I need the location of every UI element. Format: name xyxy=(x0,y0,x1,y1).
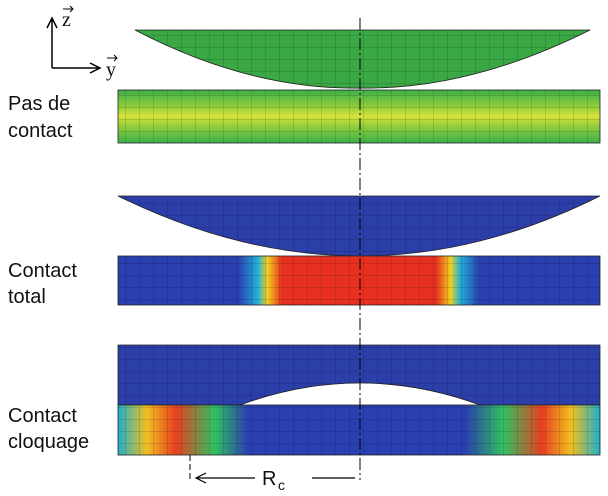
axes-icon: z y xyxy=(46,5,118,81)
panel-no-contact xyxy=(117,29,601,144)
dimension-symbol: R xyxy=(262,468,276,490)
axis-z: z xyxy=(62,9,71,31)
panel-total-contact xyxy=(117,195,601,306)
label: total xyxy=(8,286,46,308)
dimension-subscript: c xyxy=(278,477,285,493)
label: Pas de xyxy=(8,93,70,115)
panel-buckling-contact xyxy=(117,344,601,456)
label: contact xyxy=(8,120,73,142)
axis-y: y xyxy=(106,59,116,81)
dimension: R c xyxy=(189,455,355,493)
label: Contact xyxy=(8,260,77,282)
label: cloquage xyxy=(8,431,89,453)
label: Contact xyxy=(8,405,77,427)
